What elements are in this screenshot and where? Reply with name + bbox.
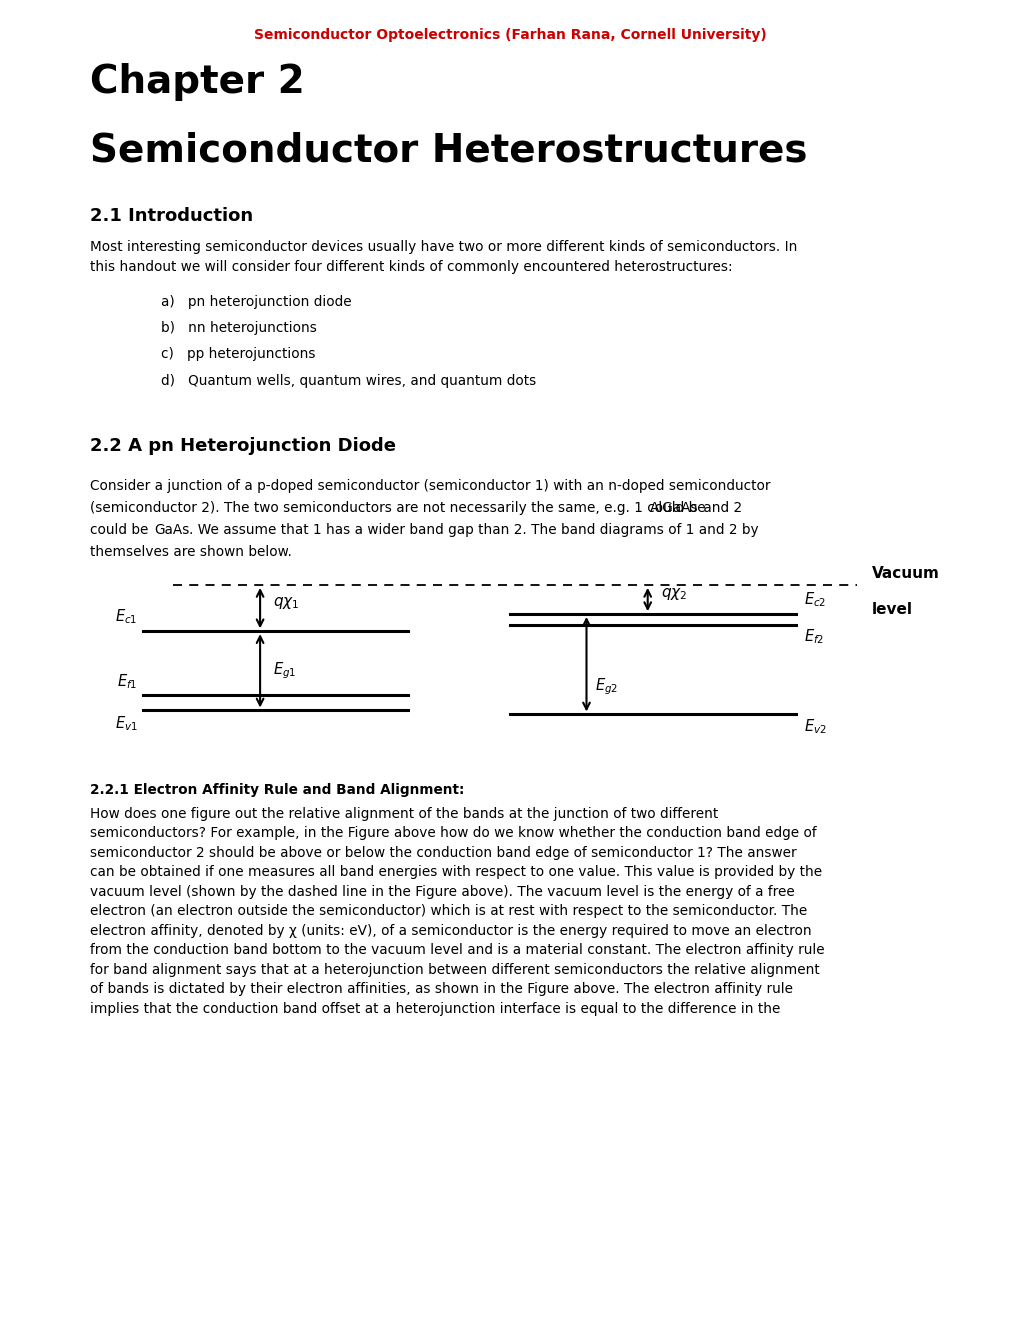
- Text: semiconductors? For example, in the Figure above how do we know whether the cond: semiconductors? For example, in the Figu…: [90, 826, 815, 840]
- Text: from the conduction band bottom to the vacuum level and is a material constant. : from the conduction band bottom to the v…: [90, 944, 823, 957]
- Text: 2.2.1 Electron Affinity Rule and Band Alignment:: 2.2.1 Electron Affinity Rule and Band Al…: [90, 783, 464, 797]
- Text: $E_{g2}$: $E_{g2}$: [594, 676, 618, 697]
- Text: $E_{v1}$: $E_{v1}$: [115, 714, 138, 733]
- Text: c)   pp heterojunctions: c) pp heterojunctions: [161, 347, 315, 362]
- Text: for band alignment says that at a heterojunction between different semiconductor: for band alignment says that at a hetero…: [90, 962, 818, 977]
- Text: Semiconductor Optoelectronics (Farhan Rana, Cornell University): Semiconductor Optoelectronics (Farhan Ra…: [254, 28, 765, 42]
- Text: d)   Quantum wells, quantum wires, and quantum dots: d) Quantum wells, quantum wires, and qua…: [161, 374, 536, 388]
- Text: $E_{g1}$: $E_{g1}$: [273, 660, 297, 681]
- Text: themselves are shown below.: themselves are shown below.: [90, 545, 291, 560]
- Text: semiconductor 2 should be above or below the conduction band edge of semiconduct: semiconductor 2 should be above or below…: [90, 846, 796, 859]
- Text: Vacuum: Vacuum: [871, 566, 940, 581]
- Text: 2.1 Introduction: 2.1 Introduction: [90, 207, 253, 226]
- Text: Most interesting semiconductor devices usually have two or more different kinds : Most interesting semiconductor devices u…: [90, 240, 797, 255]
- Text: $E_{c1}$: $E_{c1}$: [115, 607, 138, 626]
- Text: and 2: and 2: [698, 502, 741, 515]
- Text: electron affinity, denoted by χ (units: eV), of a semiconductor is the energy re: electron affinity, denoted by χ (units: …: [90, 924, 810, 937]
- Text: (semiconductor 2). The two semiconductors are not necessarily the same, e.g. 1 c: (semiconductor 2). The two semiconductor…: [90, 502, 709, 515]
- Text: $q\chi_2$: $q\chi_2$: [660, 586, 687, 602]
- Text: $q\chi_1$: $q\chi_1$: [273, 595, 300, 611]
- Text: GaAs: GaAs: [154, 523, 190, 537]
- Text: $E_{f2}$: $E_{f2}$: [803, 627, 823, 645]
- Text: this handout we will consider four different kinds of commonly encountered heter: this handout we will consider four diffe…: [90, 260, 732, 273]
- Text: $E_{v2}$: $E_{v2}$: [803, 717, 825, 735]
- Text: AlGaAs: AlGaAs: [649, 502, 698, 515]
- Text: could be: could be: [90, 523, 153, 537]
- Text: of bands is dictated by their electron affinities, as shown in the Figure above.: of bands is dictated by their electron a…: [90, 982, 792, 997]
- Text: How does one figure out the relative alignment of the bands at the junction of t: How does one figure out the relative ali…: [90, 807, 717, 821]
- Text: vacuum level (shown by the dashed line in the Figure above). The vacuum level is: vacuum level (shown by the dashed line i…: [90, 884, 794, 899]
- Text: Chapter 2: Chapter 2: [90, 63, 305, 102]
- Text: a)   pn heterojunction diode: a) pn heterojunction diode: [161, 296, 352, 309]
- Text: electron (an electron outside the semiconductor) which is at rest with respect t: electron (an electron outside the semico…: [90, 904, 806, 919]
- Text: $E_{f1}$: $E_{f1}$: [117, 672, 138, 690]
- Text: $E_{c2}$: $E_{c2}$: [803, 590, 825, 609]
- Text: level: level: [871, 602, 912, 618]
- Text: 2.2 A pn Heterojunction Diode: 2.2 A pn Heterojunction Diode: [90, 437, 395, 454]
- Text: . We assume that 1 has a wider band gap than 2. The band diagrams of 1 and 2 by: . We assume that 1 has a wider band gap …: [189, 523, 757, 537]
- Text: can be obtained if one measures all band energies with respect to one value. Thi: can be obtained if one measures all band…: [90, 865, 821, 879]
- Text: implies that the conduction band offset at a heterojunction interface is equal t: implies that the conduction band offset …: [90, 1002, 780, 1016]
- Text: b)   nn heterojunctions: b) nn heterojunctions: [161, 321, 317, 335]
- Text: Consider a junction of a p-doped semiconductor (semiconductor 1) with an n-doped: Consider a junction of a p-doped semicon…: [90, 479, 769, 492]
- Text: Semiconductor Heterostructures: Semiconductor Heterostructures: [90, 132, 806, 170]
